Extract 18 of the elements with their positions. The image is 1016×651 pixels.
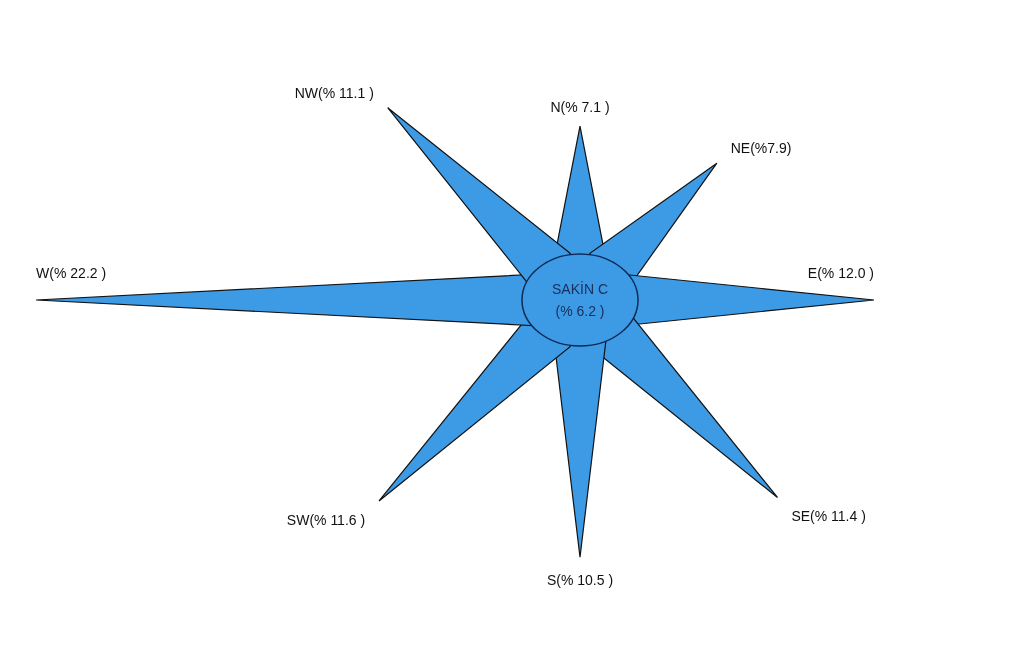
data-label: (% 7.1 ): [560, 99, 610, 116]
category-label: SE: [791, 508, 811, 525]
data-label: (%7.9): [750, 140, 792, 157]
category-label: N: [550, 99, 561, 116]
category-label: S: [546, 572, 557, 589]
data-label: (% 22.2 ): [49, 265, 107, 281]
category-label: W: [36, 265, 51, 281]
data-label: (% 12.0 ): [817, 265, 874, 281]
data-label: (% 11.1 ): [318, 84, 374, 101]
data-label: (% 10.5 ): [556, 572, 614, 589]
category-label: NE: [730, 140, 751, 157]
data-label: (% 11.4 ): [810, 508, 866, 525]
text: SAKİN C: [551, 280, 609, 297]
category-label: SW: [286, 511, 311, 528]
data-label: (% 11.6 ): [309, 511, 366, 528]
category-label: NW: [294, 84, 319, 101]
text: (% 6.2 ): [555, 303, 605, 319]
category-label: E: [807, 265, 818, 281]
